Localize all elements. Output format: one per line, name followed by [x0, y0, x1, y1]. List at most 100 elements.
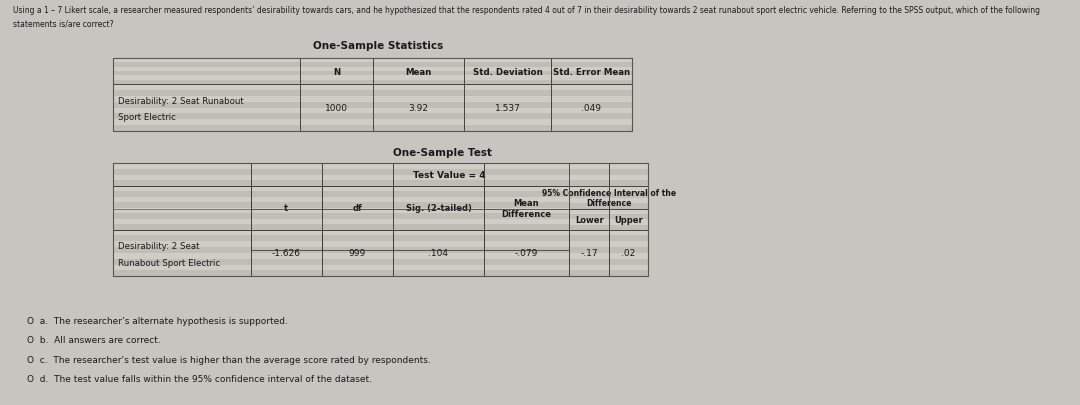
Bar [322, 175, 393, 181]
Bar [300, 97, 373, 102]
Bar [484, 197, 569, 203]
Bar [322, 265, 393, 271]
Bar [484, 254, 569, 259]
Bar [300, 114, 373, 120]
Bar [569, 164, 609, 170]
Bar [484, 198, 569, 204]
Bar [569, 265, 609, 271]
Bar [113, 186, 251, 230]
Bar [609, 271, 648, 277]
Bar [569, 230, 609, 236]
Bar [609, 186, 648, 210]
Bar [251, 186, 322, 230]
Bar [113, 81, 300, 85]
Bar [300, 120, 373, 126]
Bar [393, 254, 484, 259]
Bar [300, 91, 373, 97]
Bar [609, 230, 648, 236]
Bar [113, 102, 300, 108]
Bar [113, 59, 300, 63]
Bar [609, 204, 648, 210]
Bar [569, 220, 609, 225]
Bar [484, 242, 569, 247]
Bar [569, 271, 609, 277]
Text: Upper: Upper [615, 215, 643, 224]
Text: 1000: 1000 [325, 104, 348, 113]
Bar [322, 170, 393, 175]
Bar [484, 265, 569, 271]
Bar [251, 203, 322, 208]
Bar [251, 192, 322, 197]
Bar [322, 271, 393, 277]
Bar [251, 181, 322, 186]
Bar [113, 254, 251, 259]
Bar [373, 76, 464, 81]
Bar [373, 108, 464, 114]
Bar [113, 214, 251, 219]
Bar [393, 219, 484, 224]
Bar [393, 204, 484, 210]
Bar [322, 242, 393, 247]
Bar [484, 259, 569, 265]
Text: 95% Confidence Interval of the
Difference: 95% Confidence Interval of the Differenc… [541, 188, 676, 208]
Bar [251, 164, 322, 170]
Bar [322, 214, 393, 219]
Bar [322, 225, 393, 230]
Bar [300, 102, 373, 108]
Bar [322, 230, 393, 277]
Bar [113, 186, 251, 192]
Bar [113, 114, 300, 120]
Bar [393, 197, 484, 203]
Bar [322, 204, 393, 210]
Bar [251, 236, 322, 242]
Bar [113, 91, 300, 97]
Bar [113, 219, 251, 224]
Bar [609, 220, 648, 225]
Bar [251, 265, 322, 271]
Bar [113, 63, 300, 68]
Bar [322, 247, 393, 254]
Bar [113, 208, 251, 214]
Bar [113, 192, 251, 197]
Bar [322, 181, 393, 186]
Bar [113, 203, 251, 208]
Bar [251, 235, 322, 240]
Bar [373, 68, 464, 72]
Bar [484, 230, 569, 236]
Bar [393, 247, 484, 254]
Bar [551, 63, 632, 68]
Bar [609, 259, 648, 265]
Text: Using a 1 – 7 Likert scale, a researcher measured respondents’ desirability towa: Using a 1 – 7 Likert scale, a researcher… [13, 6, 1040, 15]
Bar [393, 181, 484, 186]
Bar [569, 236, 609, 242]
Bar [393, 186, 484, 210]
Bar [569, 175, 609, 181]
Bar [300, 59, 373, 85]
Bar [251, 230, 322, 236]
Bar [373, 59, 464, 85]
Bar [322, 245, 393, 250]
Bar [464, 59, 551, 63]
Bar [464, 97, 551, 102]
Text: 1.537: 1.537 [495, 104, 521, 113]
Bar [551, 72, 632, 76]
Bar [569, 170, 609, 175]
Bar [113, 120, 300, 126]
Bar [569, 215, 609, 220]
Bar [251, 271, 322, 277]
Bar [393, 230, 484, 235]
Bar [322, 235, 393, 240]
Bar [251, 230, 322, 250]
Bar [393, 242, 484, 247]
Bar [551, 76, 632, 81]
Bar [464, 114, 551, 120]
Bar [322, 230, 393, 250]
Bar [322, 219, 393, 224]
Bar [300, 108, 373, 114]
Bar [322, 236, 393, 242]
Bar [113, 164, 648, 277]
Bar [484, 271, 569, 277]
Bar [393, 235, 484, 240]
Bar [551, 102, 632, 108]
Bar [393, 214, 484, 219]
